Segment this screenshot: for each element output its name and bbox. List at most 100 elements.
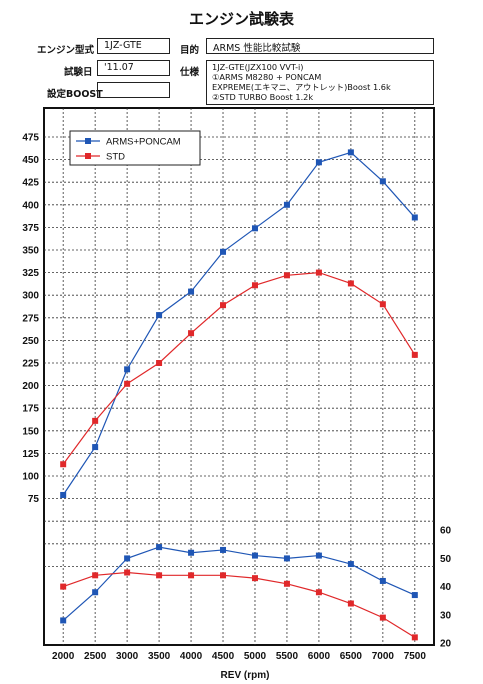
y-tick-label-left: 450 — [22, 155, 39, 166]
data-point — [124, 569, 131, 576]
y-tick-label-right: 50 — [440, 554, 452, 565]
boost-field — [97, 82, 170, 98]
spec-field: 1JZ-GTE(JZX100 VVT-i) ①ARMS M8280 + PONC… — [206, 60, 434, 105]
data-point — [124, 555, 131, 562]
purpose-label: 目的 — [180, 45, 200, 56]
legend-swatch-marker — [85, 153, 91, 159]
y-tick-label-left: 75 — [28, 494, 40, 505]
y-tick-label-left: 275 — [22, 313, 39, 324]
y-tick-label-left: 250 — [22, 336, 39, 347]
data-point — [347, 561, 354, 568]
data-point — [315, 159, 322, 166]
x-tick-label: 3000 — [116, 651, 139, 662]
x-tick-label: 3500 — [148, 651, 171, 662]
data-point — [251, 552, 258, 559]
spec-line: EXPREME(エキマニ、アウトレット)Boost 1.6k — [212, 82, 391, 92]
data-point — [283, 272, 290, 279]
data-point — [220, 248, 227, 255]
data-point — [92, 444, 99, 451]
y-tick-label-left: 175 — [22, 404, 39, 415]
test-date-label: 試験日 — [64, 67, 93, 78]
data-point — [188, 288, 195, 295]
data-point — [379, 577, 386, 584]
page-title: エンジン試験表 — [188, 10, 294, 28]
data-point — [188, 572, 195, 579]
data-point — [220, 572, 227, 579]
data-point — [379, 301, 386, 308]
x-tick-label: 5000 — [244, 651, 267, 662]
y-tick-label-left: 375 — [22, 223, 39, 234]
engine-type-field: 1JZ-GTE — [97, 38, 170, 54]
boost-label: 設定BOOST — [47, 89, 103, 100]
data-point — [251, 282, 258, 289]
y-tick-label-right: 40 — [440, 582, 452, 593]
data-point — [315, 589, 322, 596]
data-point — [60, 583, 67, 590]
test-date-field: '11.07 — [97, 60, 170, 76]
data-point — [188, 549, 195, 556]
data-point — [347, 280, 354, 287]
legend-label: ARMS+PONCAM — [106, 137, 181, 148]
x-tick-label: 4500 — [212, 651, 235, 662]
y-tick-label-left: 325 — [22, 268, 39, 279]
y-tick-label-left: 425 — [22, 178, 39, 189]
data-point — [283, 555, 290, 562]
x-tick-label: 6000 — [308, 651, 331, 662]
data-point — [411, 592, 418, 599]
data-point — [60, 461, 67, 468]
data-point — [315, 552, 322, 559]
data-point — [156, 544, 163, 551]
series-line-1 — [62, 271, 416, 465]
x-tick-label: 7000 — [372, 651, 395, 662]
engine-type-label: エンジン型式 — [37, 45, 95, 56]
data-point — [283, 580, 290, 587]
series-line-3 — [62, 571, 416, 638]
y-tick-label-left: 350 — [22, 246, 39, 257]
plot-frame — [43, 107, 435, 646]
y-tick-label-right: 20 — [440, 639, 452, 650]
x-tick-label: 2000 — [52, 651, 75, 662]
data-point — [124, 366, 131, 373]
y-tick-label-left: 400 — [22, 200, 39, 211]
x-tick-label: 7500 — [404, 651, 427, 662]
data-point — [347, 149, 354, 156]
legend-swatch-marker — [85, 138, 91, 144]
data-point — [92, 417, 99, 424]
purpose-field: ARMS 性能比較試験 — [206, 38, 434, 54]
data-point — [251, 225, 258, 232]
x-tick-label: 5500 — [276, 651, 299, 662]
y-tick-label-left: 125 — [22, 449, 39, 460]
legend-box — [69, 130, 201, 166]
y-tick-label-left: 150 — [22, 426, 39, 437]
data-point — [411, 214, 418, 221]
data-point — [156, 312, 163, 319]
x-axis-label: REV (rpm) — [221, 670, 270, 681]
legend-label: STD — [106, 152, 125, 163]
data-point — [124, 380, 131, 387]
series-line-0 — [62, 151, 416, 496]
y-tick-label-left: 100 — [22, 472, 39, 483]
data-point — [379, 178, 386, 185]
data-point — [379, 614, 386, 621]
data-point — [60, 491, 67, 498]
spec-line: 1JZ-GTE(JZX100 VVT-i) — [212, 62, 304, 72]
data-point — [220, 546, 227, 553]
series-line-2 — [62, 546, 416, 621]
spec-line: ②STD TURBO Boost 1.2k — [212, 92, 314, 102]
data-point — [411, 351, 418, 358]
data-point — [156, 572, 163, 579]
spec-line: ①ARMS M8280 + PONCAM — [212, 72, 322, 82]
data-point — [347, 600, 354, 607]
data-point — [315, 269, 322, 276]
data-point — [220, 302, 227, 309]
y-tick-label-left: 475 — [22, 133, 39, 144]
y-tick-label-left: 300 — [22, 291, 39, 302]
spec-label: 仕様 — [180, 67, 200, 78]
y-tick-label-left: 200 — [22, 381, 39, 392]
data-point — [60, 617, 67, 624]
x-tick-label: 2500 — [84, 651, 107, 662]
data-point — [92, 589, 99, 596]
data-point — [283, 201, 290, 208]
data-point — [188, 330, 195, 337]
